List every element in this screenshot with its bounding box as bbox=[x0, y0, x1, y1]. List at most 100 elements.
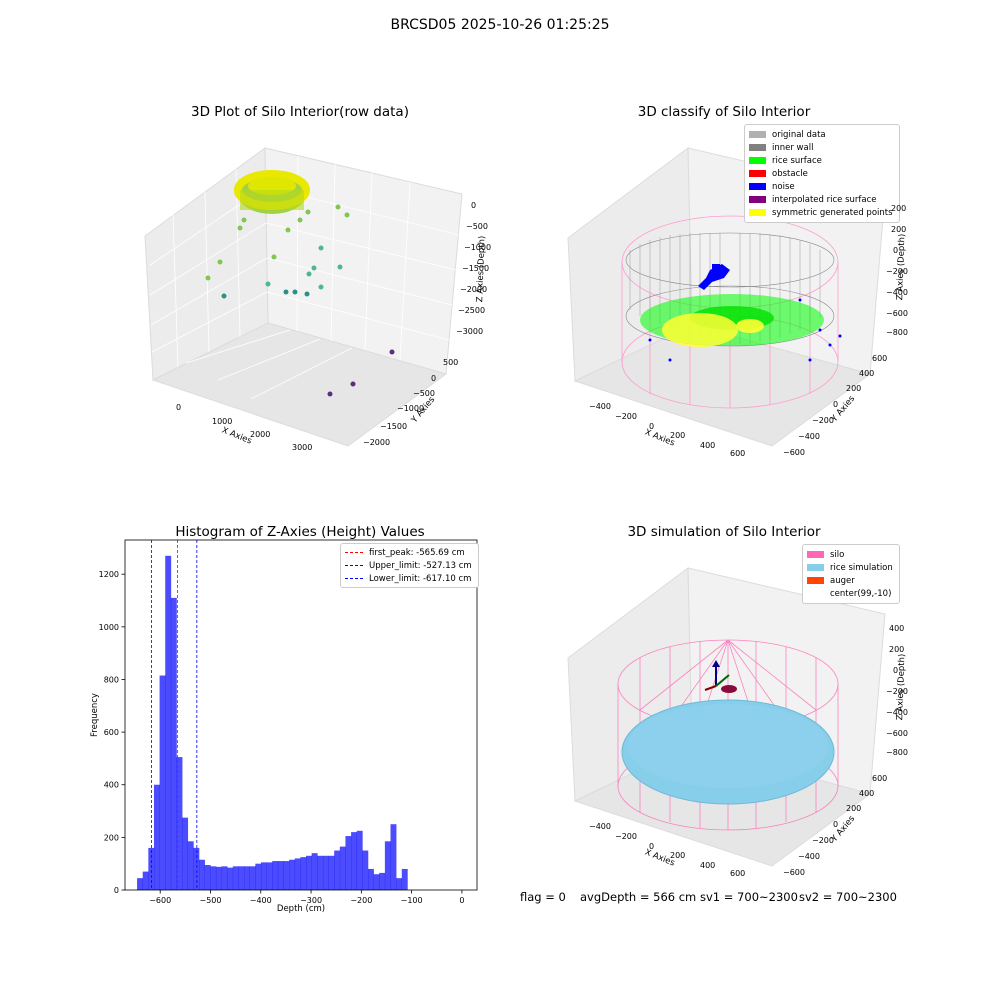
p4-xtick: −400 bbox=[589, 822, 611, 831]
p2-ztick: −200 bbox=[886, 267, 908, 276]
figure-title: BRCSD05 2025-10-26 01:25:25 bbox=[390, 17, 610, 33]
inner-wall bbox=[625, 232, 835, 347]
histogram-bar bbox=[351, 832, 358, 890]
histogram-bar bbox=[255, 863, 262, 890]
histogram-bar bbox=[249, 866, 256, 890]
x-tick-label: 0 bbox=[459, 896, 464, 905]
legend-line bbox=[345, 565, 363, 566]
histogram-bar bbox=[165, 555, 172, 890]
inner-wall-ribs bbox=[629, 233, 821, 344]
p4-ztick: −800 bbox=[886, 748, 908, 757]
histogram-bar bbox=[317, 855, 324, 890]
histogram-bar bbox=[401, 868, 408, 890]
p4-ztick: 0 bbox=[893, 666, 899, 675]
legend-item: rice surface bbox=[749, 154, 893, 167]
p2-ytick: −400 bbox=[798, 432, 820, 441]
legend-swatch bbox=[749, 170, 766, 177]
y-tick-label: 1000 bbox=[99, 623, 119, 632]
histogram-bar bbox=[306, 855, 312, 890]
histogram-bar bbox=[238, 866, 245, 890]
histogram-bar bbox=[339, 846, 346, 890]
histogram-title: Histogram of Z-Axies (Height) Values bbox=[175, 524, 425, 540]
p2-ytick: 600 bbox=[872, 354, 888, 363]
p2-ytick: 400 bbox=[859, 369, 875, 378]
noise-points bbox=[648, 264, 842, 362]
p2-ytick: 200 bbox=[846, 384, 862, 393]
p4-xtick: −200 bbox=[615, 832, 637, 841]
histogram-marker-lines bbox=[151, 540, 198, 890]
p1-ztick: −500 bbox=[466, 222, 488, 231]
legend-item: silo bbox=[807, 548, 893, 561]
p4-xtick: 600 bbox=[730, 869, 746, 878]
legend-swatch bbox=[807, 564, 824, 571]
p2-ytick: −600 bbox=[783, 448, 805, 457]
histogram-y-ticks: 0 200 400 600 800 1000 1200 bbox=[99, 570, 125, 895]
p1-ytick: 0 bbox=[431, 374, 437, 383]
p4-xtick: 400 bbox=[700, 861, 716, 870]
y-tick-label: 600 bbox=[104, 728, 119, 737]
histogram-bar bbox=[272, 861, 279, 890]
legend-item: first_peak: -565.69 cm bbox=[345, 546, 472, 559]
panel1-title: 3D Plot of Silo Interior(row data) bbox=[191, 104, 409, 120]
histogram-bar bbox=[232, 866, 239, 890]
histogram-bar bbox=[390, 824, 397, 890]
histogram-bar bbox=[379, 872, 386, 890]
histogram-bar bbox=[334, 850, 341, 890]
histogram-bars bbox=[137, 555, 408, 890]
floor-pane bbox=[573, 324, 872, 447]
histogram-bar bbox=[311, 853, 318, 890]
p1-ytick: −2000 bbox=[363, 438, 391, 447]
sv2-text: sv2 = 700~2300 bbox=[799, 890, 897, 904]
avg-depth-text: avgDepth = 566 cm bbox=[580, 890, 697, 904]
p2-ztick: −400 bbox=[886, 288, 908, 297]
x-tick-label: −500 bbox=[199, 896, 221, 905]
histogram-bar bbox=[244, 866, 251, 890]
rice-simulation bbox=[621, 699, 835, 805]
p2-ztick: 200 bbox=[891, 204, 907, 213]
legend-swatch bbox=[749, 131, 766, 138]
panel1-3d-axes bbox=[144, 147, 463, 447]
panel2-legend: original data inner wall rice surface ob… bbox=[744, 124, 900, 223]
legend-item: Upper_limit: -527.13 cm bbox=[345, 559, 472, 572]
histogram-bar bbox=[170, 597, 177, 890]
legend-line bbox=[345, 578, 363, 579]
p4-ytick: 200 bbox=[846, 804, 862, 813]
y-tick-label: 1200 bbox=[99, 570, 119, 579]
p2-xtick: 0 bbox=[649, 422, 655, 431]
panel4-legend: silo rice simulation auger center(99,-10… bbox=[802, 544, 900, 604]
p2-ztick: −800 bbox=[886, 328, 908, 337]
p1-ztick: −1500 bbox=[462, 264, 490, 273]
histogram-bar bbox=[283, 861, 290, 890]
x-tick-label: −300 bbox=[300, 896, 322, 905]
histogram-bar bbox=[142, 871, 149, 890]
y-tick-label: 400 bbox=[104, 781, 119, 790]
histogram-bar bbox=[210, 866, 217, 890]
histogram-bar bbox=[199, 859, 205, 890]
point-cloud bbox=[205, 170, 395, 397]
p1-ytick: 500 bbox=[443, 358, 459, 367]
legend-item: Lower_limit: -617.10 cm bbox=[345, 572, 472, 585]
p1-ytick: −500 bbox=[413, 389, 435, 398]
x-tick-label: −100 bbox=[401, 896, 423, 905]
y-tick-label: 0 bbox=[114, 886, 119, 895]
panel4-3d-axes bbox=[567, 567, 886, 867]
legend-item: auger bbox=[807, 574, 893, 587]
legend-swatch bbox=[749, 144, 766, 151]
panel2-title: 3D classify of Silo Interior bbox=[637, 104, 811, 120]
histogram-bar bbox=[187, 841, 194, 890]
p2-ytick: −200 bbox=[812, 416, 834, 425]
histogram-bar bbox=[221, 866, 228, 890]
p2-ztick: −600 bbox=[886, 309, 908, 318]
p1-ztick: −3000 bbox=[456, 327, 484, 336]
legend-swatch bbox=[807, 577, 824, 584]
legend-swatch bbox=[749, 157, 766, 164]
p2-xtick: 600 bbox=[730, 449, 746, 458]
floor-pane bbox=[151, 322, 448, 447]
y-tick-label: 200 bbox=[104, 833, 119, 842]
y-tick-label: 800 bbox=[104, 675, 119, 684]
sv1-text: sv1 = 700~2300 bbox=[700, 890, 798, 904]
histogram-bar bbox=[227, 867, 234, 890]
flag-text: flag = 0 bbox=[520, 890, 566, 904]
histogram-bar bbox=[362, 850, 369, 890]
histogram-bar bbox=[153, 784, 160, 890]
